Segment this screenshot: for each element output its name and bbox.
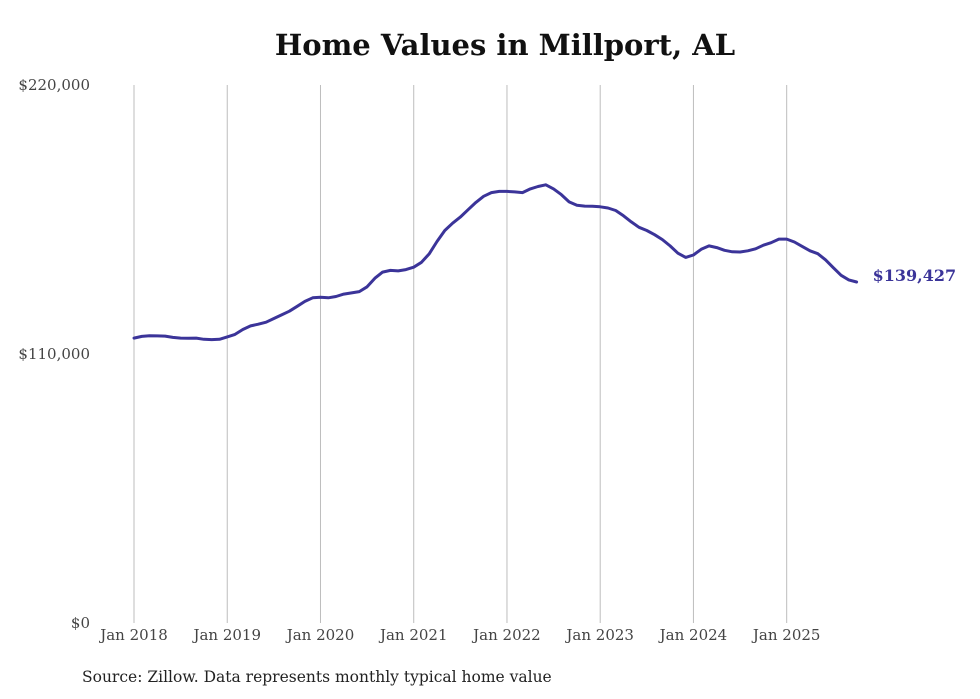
y-axis-ticks: $0 $110,000 $220,000 [18,76,90,632]
y-tick-label: $220,000 [18,76,90,94]
x-tick-label: Jan 2023 [564,626,634,644]
x-tick-label: Jan 2019 [191,626,261,644]
x-tick-label: Jan 2024 [658,626,728,644]
y-tick-label: $110,000 [18,345,90,363]
x-tick-label: Jan 2025 [751,626,821,644]
source-note: Source: Zillow. Data represents monthly … [82,668,552,686]
x-tick-label: Jan 2021 [378,626,448,644]
y-tick-label: $0 [71,614,90,632]
home-value-line [132,183,859,342]
x-axis-ticks: Jan 2018 Jan 2019 Jan 2020 Jan 2021 Jan 2022… [98,626,820,644]
x-tick-label: Jan 2018 [98,626,168,644]
x-tick-label: Jan 2022 [471,626,541,644]
chart-title: Home Values in Millport, AL [274,28,736,62]
grid-lines [133,85,788,623]
end-value-label: $139,427 [873,266,957,285]
x-tick-label: Jan 2020 [285,626,355,644]
